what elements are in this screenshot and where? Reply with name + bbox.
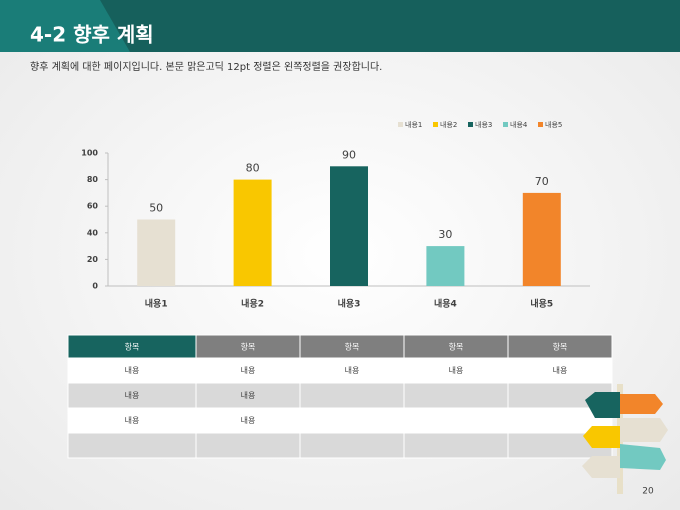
- table-cell: [403, 432, 509, 459]
- legend-label: 내용5: [545, 120, 562, 129]
- legend-swatch: [468, 122, 473, 127]
- header-accent: [0, 0, 130, 52]
- signpost: [582, 384, 668, 494]
- header-text: 항목: [449, 343, 464, 352]
- table-cell: [403, 407, 509, 434]
- y-tick-label: 40: [87, 228, 99, 237]
- y-tick-label: 80: [87, 175, 99, 184]
- chart: 0 20 40 60 80 100 50 내용1 80 내용2 90 내용3 30 내용4 70 내용5 내용1…: [81, 120, 562, 310]
- table-cell: [299, 382, 405, 409]
- table-cell: [299, 432, 405, 459]
- value-label: 50: [149, 202, 163, 215]
- y-tick-label: 100: [81, 149, 98, 158]
- legend-swatch: [398, 122, 403, 127]
- y-tick-label: 60: [87, 202, 99, 211]
- legend-swatch: [503, 122, 508, 127]
- table-cell: [195, 382, 301, 409]
- x-tick-label: 내용3: [338, 298, 361, 310]
- bar: [330, 166, 368, 286]
- x-tick-label: 내용1: [145, 298, 168, 310]
- cell-text: 내용: [553, 366, 568, 375]
- x-tick-label: 내용4: [434, 298, 457, 310]
- x-tick-label: 내용2: [241, 298, 264, 310]
- cell-text: 내용: [241, 366, 256, 375]
- header-text: 항목: [125, 343, 140, 352]
- legend-label: 내용2: [440, 120, 457, 129]
- bar: [137, 219, 176, 286]
- legend-swatch: [538, 122, 543, 127]
- cell-text: 내용: [241, 416, 256, 425]
- page-number: 20: [642, 487, 654, 497]
- y-tick-label: 20: [87, 255, 99, 264]
- table-cell: [299, 357, 405, 384]
- header-text: 항목: [241, 343, 256, 352]
- bar: [426, 246, 465, 286]
- x-tick-label: 내용5: [530, 298, 553, 310]
- legend-swatch: [433, 122, 438, 127]
- bar: [522, 192, 561, 286]
- value-label: 80: [246, 162, 260, 175]
- table-cell: [299, 407, 405, 434]
- value-label: 30: [438, 228, 452, 241]
- cell-text: 내용: [449, 366, 464, 375]
- value-label: 70: [535, 175, 549, 188]
- cell-text: 내용: [125, 416, 140, 425]
- table-cell: [195, 357, 301, 384]
- table-cell: [67, 432, 197, 459]
- cell-text: 내용: [125, 366, 140, 375]
- y-tick-label: 0: [92, 282, 98, 291]
- title: 4-2 향후 계획: [30, 23, 154, 47]
- table-cell: [507, 357, 613, 384]
- header-text: 항목: [553, 343, 568, 352]
- legend-label: 내용3: [475, 120, 492, 129]
- cell-text: 내용: [345, 366, 360, 375]
- bar: [233, 179, 272, 286]
- legend-label: 내용4: [510, 120, 528, 129]
- table-cell: [195, 432, 301, 459]
- header-text: 항목: [345, 343, 360, 352]
- cell-text: 내용: [241, 391, 256, 400]
- value-label: 90: [342, 148, 356, 161]
- table-cell: [403, 382, 509, 409]
- legend-label: 내용1: [405, 120, 422, 129]
- subtitle: 향후 계획에 대한 페이지입니다. 본문 맑은고딕 12pt 정렬은 왼쪽정렬을…: [30, 60, 382, 73]
- cell-text: 내용: [125, 391, 140, 400]
- table-cell: [67, 407, 197, 434]
